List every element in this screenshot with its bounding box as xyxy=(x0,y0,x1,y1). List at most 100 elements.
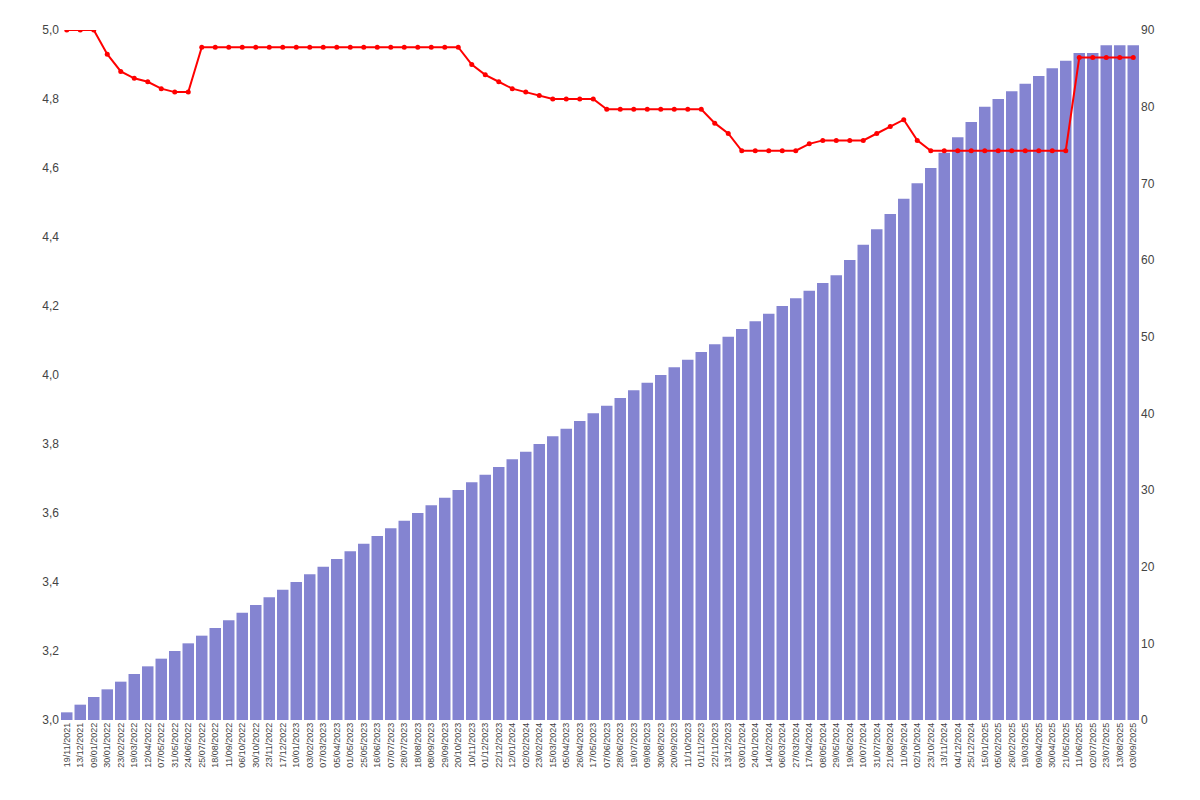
svg-text:16/06/2023: 16/06/2023 xyxy=(372,723,382,768)
svg-text:10/11/2023: 10/11/2023 xyxy=(467,723,477,767)
svg-text:12/01/2024: 12/01/2024 xyxy=(507,723,517,768)
svg-text:3,6: 3,6 xyxy=(42,506,59,520)
svg-text:30/10/2022: 30/10/2022 xyxy=(251,723,261,768)
svg-text:22/12/2023: 22/12/2023 xyxy=(494,723,504,768)
svg-text:3,8: 3,8 xyxy=(42,437,59,451)
svg-text:20: 20 xyxy=(1141,560,1155,574)
svg-text:12/04/2022: 12/04/2022 xyxy=(143,723,153,768)
svg-text:09/08/2023: 09/08/2023 xyxy=(642,723,652,768)
svg-text:04/12/2024: 04/12/2024 xyxy=(953,723,963,768)
svg-text:05/04/2023: 05/04/2023 xyxy=(332,723,342,768)
svg-text:30: 30 xyxy=(1141,483,1155,497)
svg-text:24/01/2024: 24/01/2024 xyxy=(750,723,760,768)
svg-text:23/02/2024: 23/02/2024 xyxy=(534,723,544,768)
svg-text:10/07/2024: 10/07/2024 xyxy=(858,723,868,768)
svg-text:3,0: 3,0 xyxy=(42,713,59,727)
svg-text:31/07/2024: 31/07/2024 xyxy=(872,723,882,768)
svg-text:01/11/2023: 01/11/2023 xyxy=(696,723,706,767)
svg-text:06/03/2024: 06/03/2024 xyxy=(777,723,787,768)
svg-text:08/05/2024: 08/05/2024 xyxy=(818,723,828,768)
svg-text:3,2: 3,2 xyxy=(42,644,59,658)
svg-text:50: 50 xyxy=(1141,330,1155,344)
svg-text:24/06/2022: 24/06/2022 xyxy=(183,723,193,768)
svg-text:21/05/2025: 21/05/2025 xyxy=(1061,723,1071,768)
svg-text:15/01/2025: 15/01/2025 xyxy=(980,723,990,768)
svg-text:28/06/2023: 28/06/2023 xyxy=(615,723,625,768)
svg-text:70: 70 xyxy=(1141,177,1155,191)
svg-text:90: 90 xyxy=(1141,23,1155,37)
svg-text:03/01/2024: 03/01/2024 xyxy=(737,723,747,768)
svg-text:4,8: 4,8 xyxy=(42,92,59,106)
svg-text:25/05/2023: 25/05/2023 xyxy=(359,723,369,768)
svg-text:60: 60 xyxy=(1141,253,1155,267)
svg-text:29/09/2023: 29/09/2023 xyxy=(440,723,450,768)
svg-text:23/11/2022: 23/11/2022 xyxy=(264,723,274,767)
svg-text:19/11/2021: 19/11/2021 xyxy=(62,723,72,767)
svg-text:07/06/2023: 07/06/2023 xyxy=(602,723,612,768)
svg-text:19/06/2024: 19/06/2024 xyxy=(845,723,855,768)
svg-text:02/10/2024: 02/10/2024 xyxy=(912,723,922,768)
svg-text:17/04/2024: 17/04/2024 xyxy=(804,723,814,768)
svg-text:4,4: 4,4 xyxy=(42,230,59,244)
svg-text:23/10/2024: 23/10/2024 xyxy=(926,723,936,768)
svg-text:07/07/2023: 07/07/2023 xyxy=(386,723,396,768)
svg-text:11/09/2022: 11/09/2022 xyxy=(224,723,234,767)
svg-text:11/06/2025: 11/06/2025 xyxy=(1074,723,1084,767)
svg-text:17/12/2022: 17/12/2022 xyxy=(278,723,288,768)
svg-text:4,2: 4,2 xyxy=(42,299,59,313)
svg-text:29/05/2024: 29/05/2024 xyxy=(831,723,841,768)
svg-text:09/01/2022: 09/01/2022 xyxy=(89,723,99,768)
svg-text:20/09/2023: 20/09/2023 xyxy=(669,723,679,768)
svg-text:13/08/2025: 13/08/2025 xyxy=(1115,723,1125,768)
svg-text:23/07/2025: 23/07/2025 xyxy=(1101,723,1111,768)
svg-text:4,0: 4,0 xyxy=(42,368,59,382)
svg-text:05/02/2025: 05/02/2025 xyxy=(993,723,1003,768)
svg-text:0: 0 xyxy=(1141,713,1148,727)
svg-text:11/09/2024: 11/09/2024 xyxy=(899,723,909,767)
svg-text:03/02/2023: 03/02/2023 xyxy=(305,723,315,768)
svg-text:18/08/2023: 18/08/2023 xyxy=(413,723,423,768)
svg-text:25/12/2024: 25/12/2024 xyxy=(966,723,976,768)
svg-text:13/12/2021: 13/12/2021 xyxy=(75,723,85,768)
svg-text:19/03/2025: 19/03/2025 xyxy=(1020,723,1030,768)
svg-text:18/08/2022: 18/08/2022 xyxy=(210,723,220,768)
svg-text:30/04/2025: 30/04/2025 xyxy=(1047,723,1057,768)
svg-text:26/04/2023: 26/04/2023 xyxy=(575,723,585,768)
svg-text:28/07/2023: 28/07/2023 xyxy=(399,723,409,768)
svg-text:5,0: 5,0 xyxy=(42,23,59,37)
svg-text:27/03/2024: 27/03/2024 xyxy=(791,723,801,768)
svg-text:19/07/2023: 19/07/2023 xyxy=(629,723,639,768)
svg-text:30/08/2023: 30/08/2023 xyxy=(656,723,666,768)
svg-text:19/03/2022: 19/03/2022 xyxy=(129,723,139,768)
svg-text:03/09/2025: 03/09/2025 xyxy=(1128,723,1138,768)
svg-text:31/05/2022: 31/05/2022 xyxy=(170,723,180,768)
svg-text:02/02/2024: 02/02/2024 xyxy=(521,723,531,768)
svg-text:07/05/2022: 07/05/2022 xyxy=(156,723,166,768)
svg-text:10: 10 xyxy=(1141,637,1155,651)
svg-text:07/03/2023: 07/03/2023 xyxy=(318,723,328,768)
svg-text:14/02/2024: 14/02/2024 xyxy=(764,723,774,768)
svg-text:15/03/2024: 15/03/2024 xyxy=(548,723,558,768)
svg-text:26/02/2025: 26/02/2025 xyxy=(1007,723,1017,768)
svg-text:11/10/2023: 11/10/2023 xyxy=(683,723,693,767)
svg-text:17/05/2023: 17/05/2023 xyxy=(588,723,598,768)
svg-text:05/04/2023: 05/04/2023 xyxy=(561,723,571,768)
svg-text:80: 80 xyxy=(1141,100,1155,114)
svg-text:13/11/2024: 13/11/2024 xyxy=(939,723,949,767)
svg-text:20/10/2023: 20/10/2023 xyxy=(453,723,463,768)
svg-text:23/02/2022: 23/02/2022 xyxy=(116,723,126,768)
svg-text:02/07/2025: 02/07/2025 xyxy=(1088,723,1098,768)
svg-text:3,4: 3,4 xyxy=(42,575,59,589)
svg-text:13/12/2023: 13/12/2023 xyxy=(723,723,733,768)
svg-text:01/05/2023: 01/05/2023 xyxy=(345,723,355,768)
svg-text:01/12/2023: 01/12/2023 xyxy=(480,723,490,768)
svg-text:30/01/2022: 30/01/2022 xyxy=(102,723,112,768)
svg-text:25/07/2022: 25/07/2022 xyxy=(197,723,207,768)
svg-text:06/10/2022: 06/10/2022 xyxy=(237,723,247,768)
svg-text:10/01/2023: 10/01/2023 xyxy=(291,723,301,768)
svg-text:08/09/2023: 08/09/2023 xyxy=(426,723,436,768)
svg-text:40: 40 xyxy=(1141,407,1155,421)
svg-text:4,6: 4,6 xyxy=(42,161,59,175)
svg-text:22/11/2023: 22/11/2023 xyxy=(710,723,720,767)
svg-text:09/04/2025: 09/04/2025 xyxy=(1034,723,1044,768)
